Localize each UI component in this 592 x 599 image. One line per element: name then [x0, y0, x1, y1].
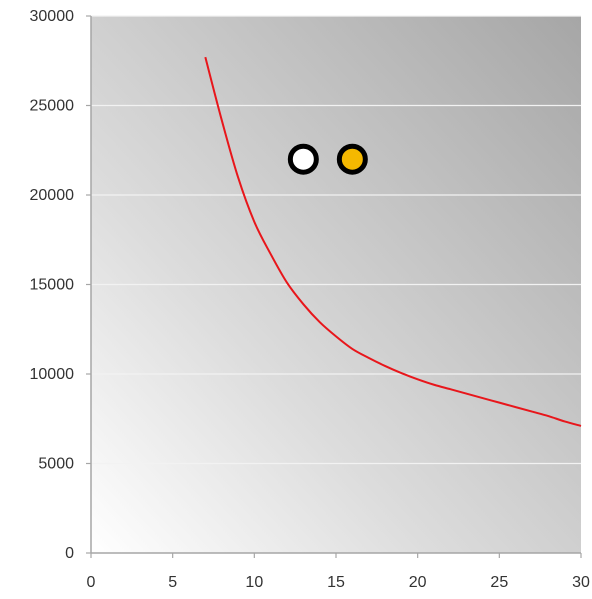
scatter-point-1 [336, 143, 368, 175]
y-tick-label-5: 25000 [30, 98, 75, 115]
y-tick-label-4: 20000 [30, 187, 75, 204]
gridlines [91, 15, 581, 465]
curve-line [204, 56, 582, 427]
y-tick-label-6: 30000 [30, 8, 75, 25]
x-tick-label-0: 0 [87, 574, 96, 591]
axes [86, 15, 582, 558]
y-tick-labels: 0 5000 10000 15000 20000 25000 30000 [30, 8, 75, 562]
x-tick-label-5: 25 [490, 574, 508, 591]
scatter-point-0 [287, 143, 319, 175]
x-tick-label-1: 5 [168, 574, 177, 591]
y-tick-label-3: 15000 [30, 277, 75, 294]
y-tick-label-1: 5000 [38, 456, 74, 473]
x-tick-label-4: 20 [409, 574, 427, 591]
x-tick-label-2: 10 [245, 574, 263, 591]
x-tick-labels: 0 5 10 15 20 25 30 [87, 574, 590, 591]
x-tick-label-3: 15 [327, 574, 345, 591]
y-tick-label-2: 10000 [30, 366, 75, 383]
x-tick-label-6: 30 [572, 574, 590, 591]
series-layer [204, 56, 582, 427]
y-tick-label-0: 0 [65, 545, 74, 562]
